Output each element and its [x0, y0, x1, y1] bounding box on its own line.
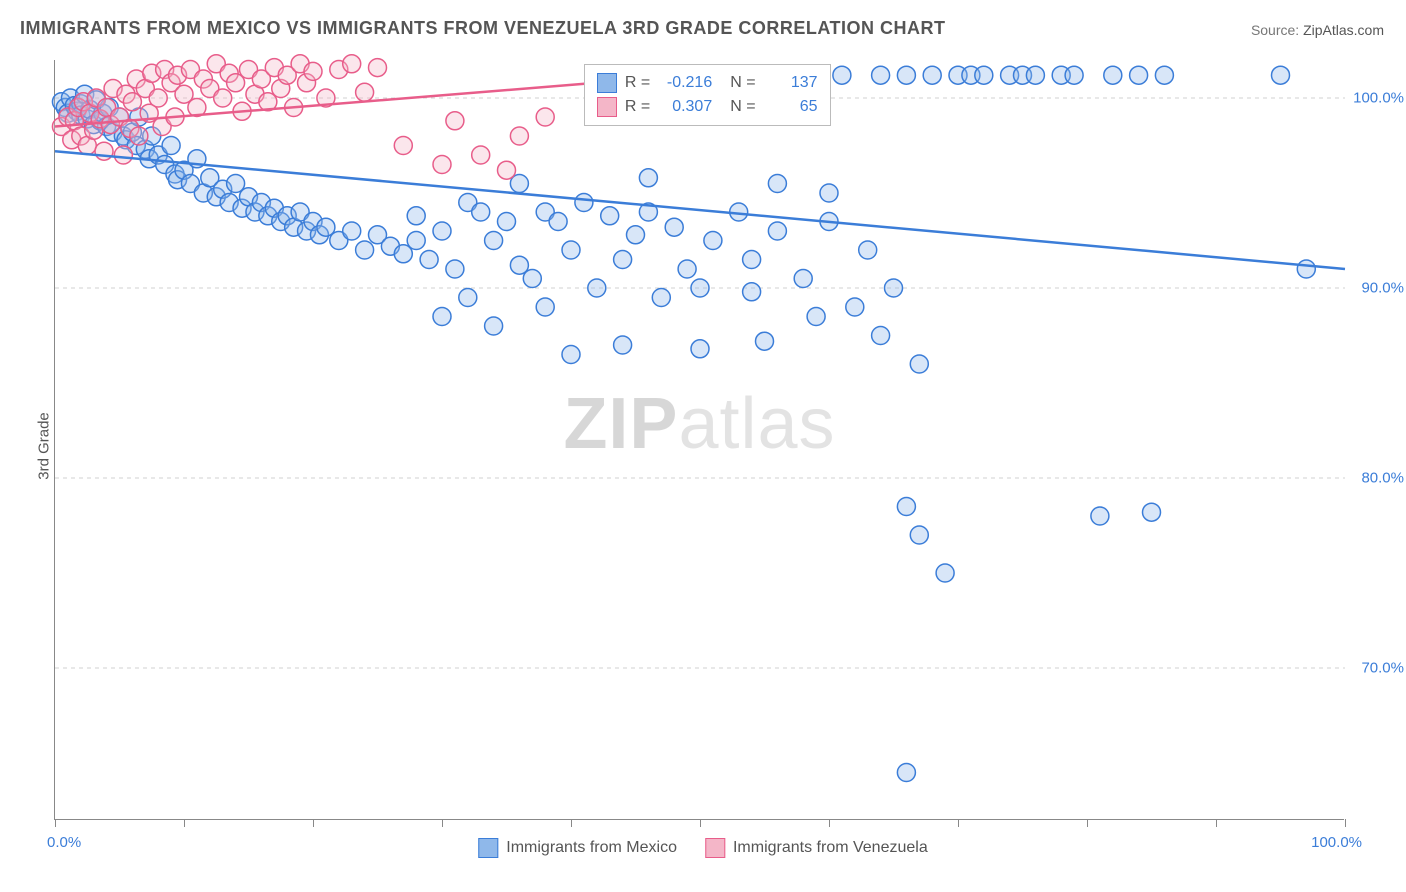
n-label: N =: [730, 74, 755, 92]
source-attribution: Source: ZipAtlas.com: [1251, 22, 1384, 38]
x-tick: [958, 819, 959, 827]
correlation-stats-box: R = -0.216 N = 137 R = 0.307 N = 65: [584, 64, 831, 126]
legend: Immigrants from Mexico Immigrants from Ve…: [478, 838, 927, 858]
legend-swatch-mexico: [478, 838, 498, 858]
y-tick-label: 90.0%: [1361, 280, 1404, 297]
x-tick: [1087, 819, 1088, 827]
stats-row-mexico: R = -0.216 N = 137: [597, 71, 818, 95]
y-axis-label: 3rd Grade: [35, 412, 52, 480]
x-tick: [700, 819, 701, 827]
swatch-venezuela: [597, 97, 617, 117]
x-tick: [313, 819, 314, 827]
r-value: -0.216: [658, 74, 712, 92]
x-axis-max-label: 100.0%: [1311, 834, 1362, 851]
chart-title: IMMIGRANTS FROM MEXICO VS IMMIGRANTS FRO…: [20, 18, 946, 39]
x-tick: [1345, 819, 1346, 827]
x-tick: [442, 819, 443, 827]
x-axis-min-label: 0.0%: [47, 834, 81, 851]
source-label: Source:: [1251, 22, 1303, 38]
legend-item-venezuela: Immigrants from Venezuela: [705, 838, 928, 858]
swatch-mexico: [597, 73, 617, 93]
x-tick: [184, 819, 185, 827]
legend-swatch-venezuela: [705, 838, 725, 858]
x-tick: [829, 819, 830, 827]
y-tick-label: 100.0%: [1353, 90, 1404, 107]
trend-lines-layer: [55, 60, 1344, 819]
legend-label: Immigrants from Venezuela: [733, 839, 928, 857]
x-tick: [1216, 819, 1217, 827]
legend-item-mexico: Immigrants from Mexico: [478, 838, 677, 858]
n-value: 137: [764, 74, 818, 92]
n-value: 65: [764, 98, 818, 116]
y-tick-label: 80.0%: [1361, 470, 1404, 487]
plot-area: ZIPatlas R =-0.216N =137R =0.307N =65 0.…: [54, 60, 1344, 820]
r-label: R =: [625, 98, 650, 116]
r-label: R =: [625, 74, 650, 92]
legend-label: Immigrants from Mexico: [506, 839, 677, 857]
r-value: 0.307: [658, 98, 712, 116]
y-tick-label: 70.0%: [1361, 660, 1404, 677]
x-tick: [55, 819, 56, 827]
n-label: N =: [730, 98, 755, 116]
x-tick: [571, 819, 572, 827]
trend-line-venezuela: [55, 83, 597, 127]
stats-row-venezuela: R = 0.307 N = 65: [597, 95, 818, 119]
source-value: ZipAtlas.com: [1303, 22, 1384, 38]
trend-line-mexico: [55, 151, 1345, 269]
